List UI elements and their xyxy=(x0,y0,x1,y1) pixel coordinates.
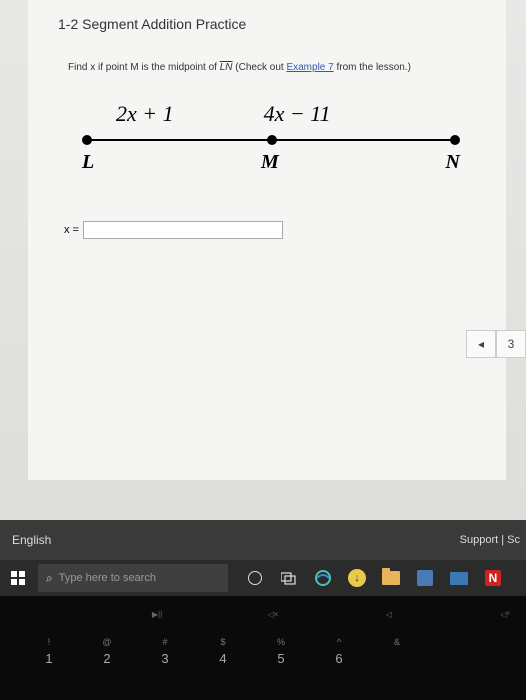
fn-key xyxy=(314,610,348,619)
instruction-mid: (Check out xyxy=(233,62,287,73)
windows-taskbar: ⌕ Type here to search ↓ N xyxy=(0,560,526,596)
number-line xyxy=(86,139,456,141)
nav-buttons: ◂ 3 xyxy=(466,330,526,358)
function-row: ▶|| ◁× ◁ ◁⁰ xyxy=(4,610,522,619)
instruction-text: Find x if point M is the midpoint of LN … xyxy=(28,32,506,73)
footer-support[interactable]: Support | Sc xyxy=(460,534,520,546)
taskbar-icons: ↓ N xyxy=(246,569,502,587)
point-labels: L M N xyxy=(82,151,460,174)
search-placeholder: Type here to search xyxy=(59,572,156,584)
example-link[interactable]: Example 7 xyxy=(286,62,333,73)
point-m xyxy=(267,135,277,145)
expressions-row: 2x + 1 4x − 11 xyxy=(68,101,466,127)
label-n: N xyxy=(446,151,460,174)
taskbar-search[interactable]: ⌕ Type here to search xyxy=(38,564,228,592)
fn-key xyxy=(24,610,58,619)
answer-label: x = xyxy=(64,224,79,236)
fn-key: ◁× xyxy=(256,610,290,619)
content-area: 1-2 Segment Addition Practice Find x if … xyxy=(28,0,506,480)
key-4: $4 xyxy=(208,637,238,666)
expression-left: 2x + 1 xyxy=(116,101,174,127)
page-title: 1-2 Segment Addition Practice xyxy=(28,10,506,32)
answer-row: x = xyxy=(64,221,506,239)
key-7: & xyxy=(382,637,412,666)
instruction-suffix: from the lesson.) xyxy=(334,62,411,73)
mail-icon[interactable] xyxy=(450,569,468,587)
segment-diagram: 2x + 1 4x − 11 L M N xyxy=(68,101,466,191)
key-3: #3 xyxy=(150,637,180,666)
screen-area: 1-2 Segment Addition Practice Find x if … xyxy=(0,0,526,560)
label-l: L xyxy=(82,151,94,174)
fn-key: ▶|| xyxy=(140,610,174,619)
page-number[interactable]: 3 xyxy=(496,330,526,358)
instruction-prefix: Find x if point M is the midpoint of xyxy=(68,62,220,73)
store-icon[interactable] xyxy=(416,569,434,587)
label-m: M xyxy=(261,151,279,174)
fn-key: ◁ xyxy=(372,610,406,619)
cortana-icon[interactable] xyxy=(246,569,264,587)
expression-right: 4x − 11 xyxy=(264,101,331,127)
fn-key xyxy=(430,610,464,619)
key-6: ^6 xyxy=(324,637,354,666)
answer-input[interactable] xyxy=(83,221,283,239)
fn-key xyxy=(198,610,232,619)
physical-keyboard: ▶|| ◁× ◁ ◁⁰ !1 @2 #3 $4 %5 ^6 & xyxy=(0,596,526,700)
footer-bar: English Support | Sc xyxy=(0,520,526,560)
search-icon: ⌕ xyxy=(46,571,53,586)
fn-key xyxy=(82,610,116,619)
file-explorer-icon[interactable] xyxy=(382,569,400,587)
instruction-segment: LN xyxy=(220,62,233,73)
number-row: !1 @2 #3 $4 %5 ^6 & xyxy=(4,637,522,666)
point-l xyxy=(82,135,92,145)
edge-icon[interactable] xyxy=(314,569,332,587)
netflix-icon[interactable]: N xyxy=(484,569,502,587)
key-2: @2 xyxy=(92,637,122,666)
point-n xyxy=(450,135,460,145)
footer-language[interactable]: English xyxy=(12,533,51,547)
key-5: %5 xyxy=(266,637,296,666)
key-1: !1 xyxy=(34,637,64,666)
task-view-icon[interactable] xyxy=(280,569,298,587)
prev-button[interactable]: ◂ xyxy=(466,330,496,358)
download-icon[interactable]: ↓ xyxy=(348,569,366,587)
fn-key: ◁⁰ xyxy=(488,610,522,619)
start-button[interactable] xyxy=(0,560,36,596)
